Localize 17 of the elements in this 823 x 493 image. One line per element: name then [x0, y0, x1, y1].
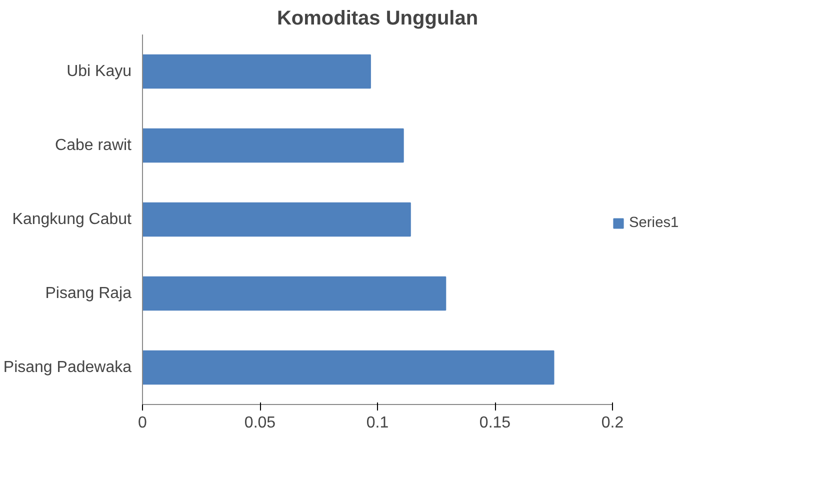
- x-tick-label: 0.05: [244, 414, 276, 432]
- bar: [142, 202, 411, 237]
- bar: [142, 350, 554, 385]
- bar: [142, 128, 404, 163]
- x-tick-label: 0.15: [479, 414, 511, 432]
- x-tick-label: 0: [138, 414, 148, 432]
- y-tick-label: Pisang Padewaka: [3, 359, 132, 376]
- chart-title: Komoditas Unggulan: [276, 8, 478, 30]
- legend-label: Series1: [629, 215, 679, 231]
- y-tick-label: Ubi Kayu: [66, 63, 132, 80]
- y-tick-label: Kangkung Cabut: [12, 211, 132, 228]
- y-tick-label: Pisang Raja: [45, 285, 132, 302]
- x-tick-label: 0.1: [366, 414, 389, 432]
- bar: [142, 54, 371, 89]
- x-tick-label: 0.2: [601, 414, 624, 432]
- y-tick-label: Cabe rawit: [55, 137, 132, 154]
- bar: [142, 276, 446, 311]
